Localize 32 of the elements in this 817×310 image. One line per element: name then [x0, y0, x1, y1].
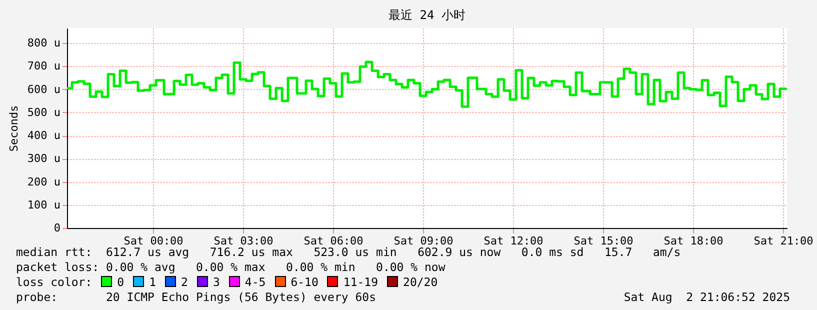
text: 0: [117, 275, 124, 289]
x-tick-label: Sat 18:00: [664, 234, 724, 248]
x-tick-label: Sat 03:00: [214, 234, 274, 248]
x-tick-label: Sat 06:00: [304, 234, 364, 248]
x-tick-label: Sat 12:00: [484, 234, 544, 248]
text: 4-5: [244, 275, 266, 289]
text: 3: [212, 275, 220, 289]
text: Sat Aug 2 21:06:52 2025: [624, 290, 790, 304]
y-tick-label: 200 u: [27, 175, 60, 188]
text: 1: [149, 275, 156, 289]
y-tick-label: 100 u: [27, 198, 60, 212]
y-tick-label: 500 u: [27, 106, 60, 119]
text: probe: 20 ICMP Echo Pings (56 Bytes) every 60s: [16, 290, 376, 304]
x-tick-label: Sat 09:00: [394, 234, 454, 248]
x-tick-label: Sat 15:00: [574, 234, 634, 248]
y-tick-label: 400 u: [27, 129, 60, 142]
text: median rtt: 612.7 us avg 716.2 us max 523.0 us min 602.9 us now 0.0 ms sd 15.7 am/s: [16, 245, 681, 259]
y-tick-label: 600 u: [27, 82, 60, 96]
text: 11-19: [343, 275, 378, 289]
y-tick-label: 800 u: [27, 36, 60, 50]
chart-title: 最近 24 小时: [388, 8, 466, 22]
x-tick-label: Sat 00:00: [124, 234, 184, 248]
text: packet loss: 0.00 % avg 0.00 % max 0.00 % min 0.00 % now: [16, 260, 446, 275]
y-tick-label: 0: [54, 222, 60, 234]
y-tick-label: 300 u: [27, 152, 60, 166]
text: 20/20: [403, 275, 438, 289]
y-axis-title: Seconds: [7, 105, 20, 152]
text: 2: [181, 275, 188, 289]
text: loss color:: [16, 275, 92, 289]
text: 6-10: [290, 275, 318, 289]
x-tick-label: Sat 21:00: [754, 234, 814, 248]
y-tick-label: 700 u: [27, 60, 60, 73]
